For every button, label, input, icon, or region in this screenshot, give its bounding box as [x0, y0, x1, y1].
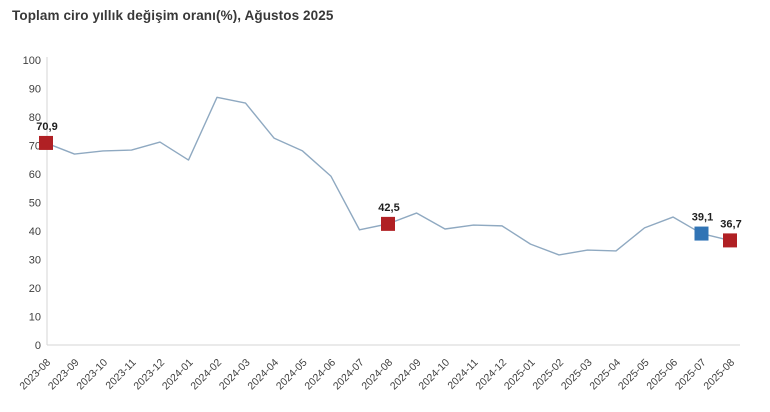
marker-2024-08: [381, 216, 395, 231]
chart-title: Toplam ciro yıllık değişim oranı(%), Ağu…: [12, 8, 334, 23]
point-label-2025-08: 36,7: [720, 218, 741, 230]
y-tick-label: 80: [29, 112, 41, 124]
x-tick-label: 2025-08: [701, 357, 737, 393]
y-tick-label: 60: [29, 169, 41, 181]
point-label-2024-08: 42,5: [378, 202, 399, 214]
point-label-2025-07: 39,1: [692, 212, 713, 224]
marker-2023-08: [39, 135, 53, 150]
x-tick-label: 2023-10: [74, 357, 110, 393]
y-tick-label: 40: [29, 226, 41, 238]
y-tick-label: 30: [29, 255, 41, 267]
marker-2025-08: [723, 233, 737, 248]
y-tick-label: 50: [29, 198, 41, 210]
y-tick-label: 70: [29, 141, 41, 153]
data-line: [45, 96, 731, 256]
y-tick-label: 20: [29, 283, 41, 295]
marker-2025-07: [694, 226, 709, 241]
point-label-2023-08: 70,9: [36, 121, 57, 133]
x-tick-label: 2024-10: [416, 357, 452, 393]
y-tick-label: 0: [35, 340, 41, 352]
y-tick-label: 90: [29, 84, 41, 96]
y-tick-label: 10: [29, 312, 41, 324]
y-tick-label: 100: [23, 55, 41, 67]
